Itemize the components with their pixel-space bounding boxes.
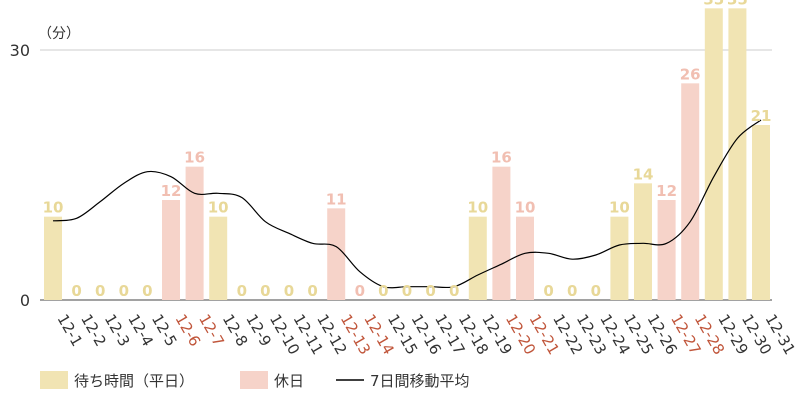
legend: 待ち時間（平日） 休日 7日間移動平均 xyxy=(40,371,470,390)
bar xyxy=(681,83,700,300)
bar xyxy=(752,125,770,300)
bar xyxy=(634,183,652,300)
moving-average-layer xyxy=(52,119,762,289)
value-label: 16 xyxy=(184,149,205,167)
value-label: 0 xyxy=(71,282,81,300)
value-label: 10 xyxy=(609,199,630,217)
bar xyxy=(657,200,676,300)
bar xyxy=(185,166,204,300)
bar xyxy=(162,200,180,300)
value-label: 14 xyxy=(633,165,654,183)
value-label: 16 xyxy=(491,149,512,167)
value-label: 11 xyxy=(326,190,347,208)
legend-swatch-weekday xyxy=(40,371,68,389)
legend-label-moving-average: 7日間移動平均 xyxy=(370,372,470,390)
bar xyxy=(610,216,629,300)
value-label: 21 xyxy=(751,107,772,125)
value-label: 12 xyxy=(656,182,677,200)
bar xyxy=(516,216,534,300)
bar xyxy=(704,8,723,300)
value-label: 0 xyxy=(119,282,129,300)
value-label: 0 xyxy=(449,282,459,300)
y-tick-label: 30 xyxy=(10,41,30,60)
value-label: 0 xyxy=(355,282,365,300)
value-label: 0 xyxy=(591,282,601,300)
value-label: 35 xyxy=(727,0,748,8)
value-label: 0 xyxy=(307,282,317,300)
value-label: 10 xyxy=(515,199,536,217)
legend-label-holiday: 休日 xyxy=(274,372,304,390)
value-label: 0 xyxy=(567,282,577,300)
value-label: 0 xyxy=(237,282,247,300)
bar xyxy=(209,216,228,300)
legend-swatch-holiday xyxy=(240,371,268,389)
value-label: 0 xyxy=(402,282,412,300)
value-label: 35 xyxy=(703,0,724,8)
bar xyxy=(468,216,487,300)
bar-layer xyxy=(44,8,770,300)
legend-label-weekday: 待ち時間（平日） xyxy=(74,372,194,390)
value-label: 0 xyxy=(378,282,388,300)
value-label: 0 xyxy=(95,282,105,300)
moving-average-line xyxy=(52,119,762,289)
bar xyxy=(492,166,511,300)
value-label: 0 xyxy=(142,282,152,300)
bar xyxy=(44,216,62,300)
value-label: 12 xyxy=(161,182,182,200)
bar xyxy=(327,208,346,300)
y-tick-label: 0 xyxy=(20,291,30,310)
value-label: 0 xyxy=(543,282,553,300)
value-label: 10 xyxy=(43,199,64,217)
value-label: 10 xyxy=(467,199,488,217)
bar xyxy=(728,8,747,300)
value-label: 26 xyxy=(680,65,701,83)
value-label: 10 xyxy=(208,199,229,217)
y-axis-unit: （分） xyxy=(38,26,80,42)
value-label: 0 xyxy=(260,282,270,300)
value-label: 0 xyxy=(425,282,435,300)
value-label: 0 xyxy=(284,282,294,300)
